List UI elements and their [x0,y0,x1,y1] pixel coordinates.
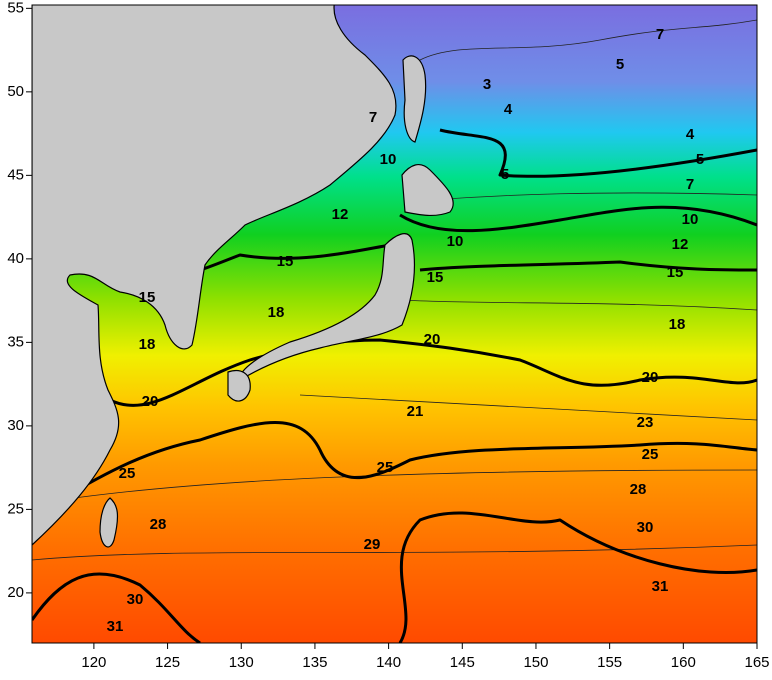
contour-label: 31 [652,578,669,595]
contour-label: 23 [637,414,654,431]
contour-label: 20 [642,369,659,386]
contour-label: 31 [107,618,124,635]
contour-label: 3 [483,76,491,93]
land [32,5,454,548]
y-tick-label: 25 [7,500,24,517]
contour-label: 4 [686,126,695,143]
contour-label: 10 [682,211,699,228]
contour-label: 5 [501,166,509,183]
x-tick-label: 150 [523,654,548,671]
contour-label: 18 [268,304,285,321]
contour-label: 20 [142,393,159,410]
y-tick-label: 30 [7,417,24,434]
contour-label: 15 [139,289,156,306]
x-tick-label: 120 [81,654,106,671]
frame [31,4,758,644]
x-tick-label: 155 [597,654,622,671]
contour-label: 12 [332,206,349,223]
contour-label: 18 [139,336,156,353]
contour-label: 29 [364,536,381,553]
contour-label: 21 [407,403,424,420]
y-tick-label: 20 [7,584,24,601]
x-tick-label: 145 [450,654,475,671]
x-tick-label: 160 [671,654,696,671]
axes: 120 125 130 135 140 145 150 155 160 1652025303540… [7,0,769,671]
contour-label: 15 [667,264,684,281]
contour-label: 7 [656,26,664,43]
y-tick-label: 50 [7,83,24,100]
y-tick-label: 35 [7,333,24,350]
contour-label: 10 [380,151,397,168]
contour-label: 15 [427,269,444,286]
contour-label: 4 [504,101,513,118]
contour-label: 25 [377,459,394,476]
contour-label: 25 [119,465,136,482]
x-tick-label: 125 [155,654,180,671]
y-tick-label: 40 [7,250,24,267]
contour-label: 25 [642,446,659,463]
contour-label: 5 [616,56,624,73]
x-tick-label: 140 [376,654,401,671]
contour-label: 7 [686,176,694,193]
contour-label: 20 [424,331,441,348]
x-tick-label: 130 [229,654,254,671]
contour-label: 18 [669,316,686,333]
x-tick-label: 165 [744,654,769,671]
contour-label: 28 [150,516,167,533]
contour-label: 5 [696,151,704,168]
contour-label: 10 [447,233,464,250]
x-tick-label: 135 [302,654,327,671]
contour-label: 12 [672,236,689,253]
contour-label: 30 [637,519,654,536]
contour-label: 15 [277,253,294,270]
y-tick-label: 45 [7,166,24,183]
contour-label: 28 [630,481,647,498]
contour-label: 30 [127,591,144,608]
y-tick-label: 55 [7,0,24,16]
contour-label: 7 [369,109,377,126]
